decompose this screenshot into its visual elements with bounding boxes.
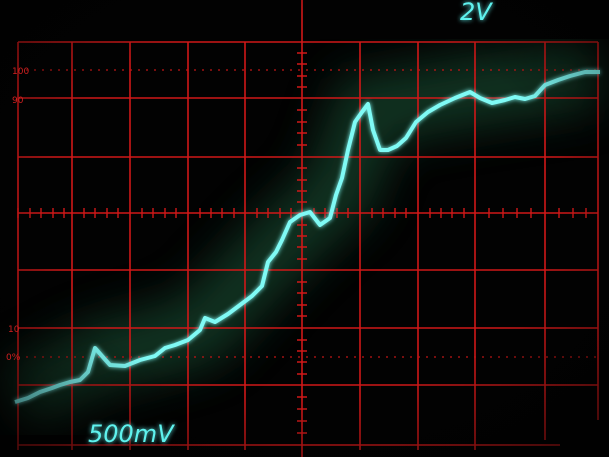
marker-label: 100 [12, 67, 29, 77]
channel-scale: 500mV [88, 420, 175, 448]
channel-scale: 2V [460, 0, 493, 26]
marker-label: 90 [12, 96, 24, 106]
marker-label: 0% [6, 353, 21, 363]
marker-label: 10 [8, 325, 20, 335]
